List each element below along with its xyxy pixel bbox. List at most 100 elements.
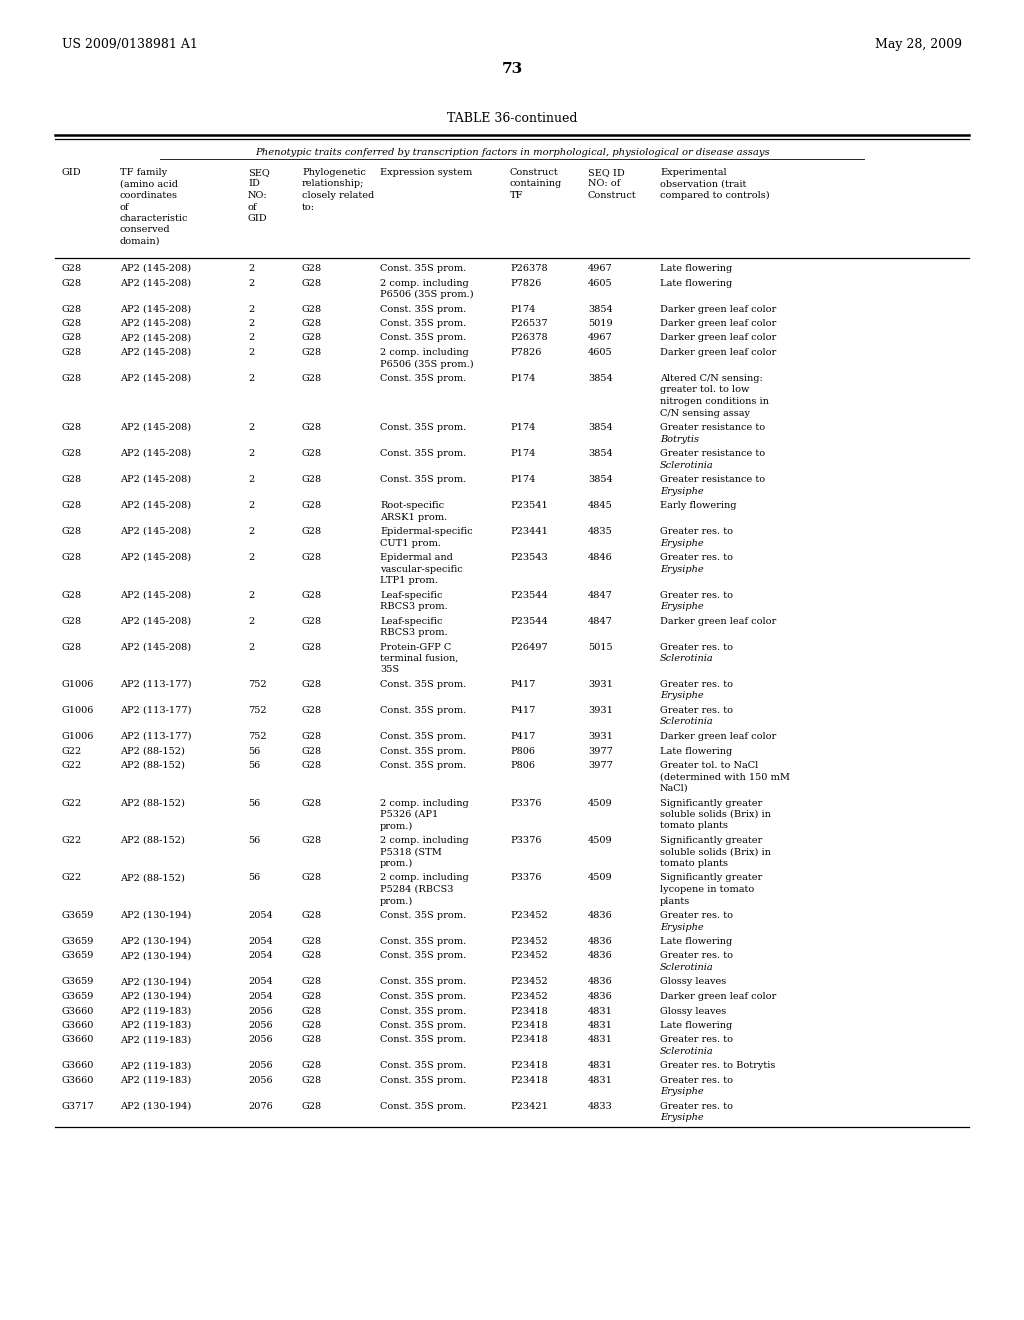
Text: Sclerotinia: Sclerotinia [660,1047,714,1056]
Text: P23544: P23544 [510,616,548,626]
Text: Const. 35S prom.: Const. 35S prom. [380,374,466,383]
Text: containing: containing [510,180,562,189]
Text: G28: G28 [302,305,323,314]
Text: 2: 2 [248,319,254,327]
Text: G28: G28 [302,475,323,484]
Text: G28: G28 [302,1035,323,1044]
Text: G28: G28 [302,527,323,536]
Text: 56: 56 [248,762,260,770]
Text: Phylogenetic: Phylogenetic [302,168,366,177]
Text: 4831: 4831 [588,1035,613,1044]
Text: G28: G28 [62,643,82,652]
Text: AP2 (88-152): AP2 (88-152) [120,874,185,883]
Text: P26378: P26378 [510,334,548,342]
Text: (determined with 150 mM: (determined with 150 mM [660,772,790,781]
Text: P26378: P26378 [510,264,548,273]
Text: G28: G28 [302,1061,323,1071]
Text: Greater res. to Botrytis: Greater res. to Botrytis [660,1061,775,1071]
Text: tomato plants: tomato plants [660,821,728,830]
Text: Epidermal-specific: Epidermal-specific [380,527,473,536]
Text: SEQ ID: SEQ ID [588,168,625,177]
Text: Const. 35S prom.: Const. 35S prom. [380,911,466,920]
Text: P417: P417 [510,733,536,741]
Text: P5326 (AP1: P5326 (AP1 [380,810,438,818]
Text: AP2 (145-208): AP2 (145-208) [120,319,191,327]
Text: prom.): prom.) [380,859,414,869]
Text: P7826: P7826 [510,279,542,288]
Text: AP2 (130-194): AP2 (130-194) [120,952,191,961]
Text: 56: 56 [248,747,260,755]
Text: (amino acid: (amino acid [120,180,178,189]
Text: G28: G28 [302,1006,323,1015]
Text: G28: G28 [62,374,82,383]
Text: Const. 35S prom.: Const. 35S prom. [380,706,466,715]
Text: G28: G28 [302,422,323,432]
Text: AP2 (119-183): AP2 (119-183) [120,1035,191,1044]
Text: G28: G28 [302,374,323,383]
Text: AP2 (145-208): AP2 (145-208) [120,616,191,626]
Text: Glossy leaves: Glossy leaves [660,1006,726,1015]
Text: Darker green leaf color: Darker green leaf color [660,733,776,741]
Text: G22: G22 [62,836,82,845]
Text: 2: 2 [248,643,254,652]
Text: G28: G28 [302,733,323,741]
Text: Root-specific: Root-specific [380,502,444,510]
Text: Epidermal and: Epidermal and [380,553,453,562]
Text: Greater res. to: Greater res. to [660,1076,733,1085]
Text: 4831: 4831 [588,1006,613,1015]
Text: AP2 (119-183): AP2 (119-183) [120,1076,191,1085]
Text: P26497: P26497 [510,643,548,652]
Text: AP2 (145-208): AP2 (145-208) [120,264,191,273]
Text: Greater res. to: Greater res. to [660,1102,733,1111]
Text: P6506 (35S prom.): P6506 (35S prom.) [380,359,474,368]
Text: Greater res. to: Greater res. to [660,553,733,562]
Text: Darker green leaf color: Darker green leaf color [660,616,776,626]
Text: G28: G28 [62,616,82,626]
Text: 56: 56 [248,836,260,845]
Text: 2: 2 [248,422,254,432]
Text: AP2 (145-208): AP2 (145-208) [120,348,191,356]
Text: G1006: G1006 [62,733,94,741]
Text: G28: G28 [302,264,323,273]
Text: 56: 56 [248,874,260,883]
Text: 2054: 2054 [248,978,272,986]
Text: 4967: 4967 [588,334,612,342]
Text: 4835: 4835 [588,527,612,536]
Text: Const. 35S prom.: Const. 35S prom. [380,475,466,484]
Text: prom.): prom.) [380,896,414,906]
Text: Const. 35S prom.: Const. 35S prom. [380,952,466,961]
Text: 752: 752 [248,680,266,689]
Text: 2: 2 [248,502,254,510]
Text: P174: P174 [510,305,536,314]
Text: nitrogen conditions in: nitrogen conditions in [660,397,769,407]
Text: 2056: 2056 [248,1076,272,1085]
Text: G22: G22 [62,874,82,883]
Text: G28: G28 [62,527,82,536]
Text: AP2 (88-152): AP2 (88-152) [120,762,185,770]
Text: P23544: P23544 [510,590,548,599]
Text: P23421: P23421 [510,1102,548,1111]
Text: 2: 2 [248,449,254,458]
Text: Const. 35S prom.: Const. 35S prom. [380,1020,466,1030]
Text: Greater res. to: Greater res. to [660,680,733,689]
Text: G28: G28 [62,502,82,510]
Text: Greater resistance to: Greater resistance to [660,475,765,484]
Text: AP2 (130-194): AP2 (130-194) [120,978,191,986]
Text: P23541: P23541 [510,502,548,510]
Text: Protein-GFP C: Protein-GFP C [380,643,452,652]
Text: AP2 (145-208): AP2 (145-208) [120,374,191,383]
Text: C/N sensing assay: C/N sensing assay [660,408,750,417]
Text: relationship;: relationship; [302,180,365,189]
Text: P5318 (STM: P5318 (STM [380,847,442,857]
Text: P23418: P23418 [510,1020,548,1030]
Text: Erysiphe: Erysiphe [660,1088,703,1097]
Text: vascular-specific: vascular-specific [380,565,463,573]
Text: P174: P174 [510,374,536,383]
Text: 3854: 3854 [588,449,612,458]
Text: Late flowering: Late flowering [660,279,732,288]
Text: 4833: 4833 [588,1102,613,1111]
Text: Const. 35S prom.: Const. 35S prom. [380,1061,466,1071]
Text: to:: to: [302,202,315,211]
Text: 5015: 5015 [588,643,612,652]
Text: 3854: 3854 [588,422,612,432]
